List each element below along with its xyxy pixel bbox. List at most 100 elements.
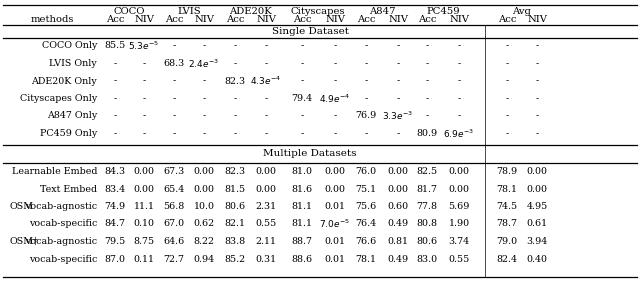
Text: vocab-agnostic: vocab-agnostic <box>25 237 97 246</box>
Text: -: - <box>202 42 205 51</box>
Text: -: - <box>396 59 399 68</box>
Text: Multiple Datasets: Multiple Datasets <box>263 149 356 158</box>
Text: ADE20K Only: ADE20K Only <box>31 76 97 85</box>
Text: NIV: NIV <box>388 15 408 24</box>
Text: NIV: NIV <box>527 15 547 24</box>
Text: -: - <box>172 76 175 85</box>
Text: Learnable Embed: Learnable Embed <box>12 167 97 176</box>
Text: 85.5: 85.5 <box>104 42 125 51</box>
Text: $4.3e^{-4}$: $4.3e^{-4}$ <box>250 75 282 87</box>
Text: -: - <box>300 76 303 85</box>
Text: ADE20K: ADE20K <box>228 6 271 15</box>
Text: 76.9: 76.9 <box>355 112 376 121</box>
Text: -: - <box>300 112 303 121</box>
Text: -: - <box>426 76 429 85</box>
Text: 0.00: 0.00 <box>134 167 154 176</box>
Text: 78.9: 78.9 <box>497 167 518 176</box>
Text: 0.60: 0.60 <box>387 202 408 211</box>
Text: 0.00: 0.00 <box>387 167 408 176</box>
Text: 84.3: 84.3 <box>104 167 125 176</box>
Text: -: - <box>300 59 303 68</box>
Text: 0.49: 0.49 <box>387 219 408 228</box>
Text: 67.0: 67.0 <box>163 219 184 228</box>
Text: -: - <box>396 76 399 85</box>
Text: 68.3: 68.3 <box>163 59 184 68</box>
Text: -: - <box>264 42 268 51</box>
Text: -: - <box>333 129 337 138</box>
Text: -: - <box>333 112 337 121</box>
Text: 0.31: 0.31 <box>255 255 276 264</box>
Text: 4.95: 4.95 <box>526 202 548 211</box>
Text: -: - <box>458 76 461 85</box>
Text: 76.6: 76.6 <box>355 237 376 246</box>
Text: 0.49: 0.49 <box>387 255 408 264</box>
Text: NIV: NIV <box>449 15 469 24</box>
Text: -: - <box>506 129 509 138</box>
Text: -: - <box>300 129 303 138</box>
Text: 0.00: 0.00 <box>255 167 276 176</box>
Text: -: - <box>202 112 205 121</box>
Text: 5.69: 5.69 <box>448 202 470 211</box>
Text: -: - <box>264 112 268 121</box>
Text: 0.00: 0.00 <box>324 185 346 194</box>
Text: $6.9e^{-3}$: $6.9e^{-3}$ <box>444 127 474 140</box>
Text: 0.11: 0.11 <box>134 255 154 264</box>
Text: -: - <box>234 94 237 103</box>
Text: 81.1: 81.1 <box>291 219 312 228</box>
Text: $4.9e^{-4}$: $4.9e^{-4}$ <box>319 92 351 105</box>
Text: COCO Only: COCO Only <box>42 42 97 51</box>
Text: 0.81: 0.81 <box>387 237 408 246</box>
Text: Avg: Avg <box>513 6 531 15</box>
Text: -: - <box>536 76 539 85</box>
Text: PC459: PC459 <box>426 6 460 15</box>
Text: 75.1: 75.1 <box>355 185 376 194</box>
Text: 80.8: 80.8 <box>417 219 438 228</box>
Text: -: - <box>202 94 205 103</box>
Text: 78.1: 78.1 <box>497 185 518 194</box>
Text: 56.8: 56.8 <box>163 202 184 211</box>
Text: A847 Only: A847 Only <box>47 112 97 121</box>
Text: NIV: NIV <box>256 15 276 24</box>
Text: -: - <box>234 42 237 51</box>
Text: 81.5: 81.5 <box>225 185 246 194</box>
Text: 0.00: 0.00 <box>193 185 214 194</box>
Text: 2.11: 2.11 <box>255 237 276 246</box>
Text: 2.31: 2.31 <box>255 202 276 211</box>
Text: -: - <box>426 94 429 103</box>
Text: -: - <box>113 94 116 103</box>
Text: -: - <box>458 42 461 51</box>
Text: -: - <box>172 112 175 121</box>
Text: Cityscapes: Cityscapes <box>291 6 345 15</box>
Text: -: - <box>364 59 367 68</box>
Text: 80.6: 80.6 <box>225 202 246 211</box>
Text: A847: A847 <box>369 6 396 15</box>
Text: 0.00: 0.00 <box>324 167 346 176</box>
Text: -: - <box>364 42 367 51</box>
Text: 79.0: 79.0 <box>497 237 518 246</box>
Text: -: - <box>536 59 539 68</box>
Text: 0.00: 0.00 <box>449 167 470 176</box>
Text: Acc: Acc <box>106 15 124 24</box>
Text: -: - <box>172 94 175 103</box>
Text: 82.4: 82.4 <box>497 255 518 264</box>
Text: 0.00: 0.00 <box>255 185 276 194</box>
Text: 79.4: 79.4 <box>291 94 312 103</box>
Text: -: - <box>172 42 175 51</box>
Text: -: - <box>300 42 303 51</box>
Text: -: - <box>113 112 116 121</box>
Text: 74.9: 74.9 <box>104 202 125 211</box>
Text: OSM†: OSM† <box>10 237 38 246</box>
Text: -: - <box>113 76 116 85</box>
Text: -: - <box>536 94 539 103</box>
Text: 83.0: 83.0 <box>417 255 438 264</box>
Text: 0.00: 0.00 <box>527 185 547 194</box>
Text: -: - <box>506 59 509 68</box>
Text: Acc: Acc <box>164 15 183 24</box>
Text: 81.1: 81.1 <box>291 202 312 211</box>
Text: 0.55: 0.55 <box>255 219 276 228</box>
Text: $3.3e^{-3}$: $3.3e^{-3}$ <box>383 110 413 122</box>
Text: -: - <box>396 129 399 138</box>
Text: 0.00: 0.00 <box>527 167 547 176</box>
Text: 10.0: 10.0 <box>193 202 214 211</box>
Text: 0.61: 0.61 <box>527 219 548 228</box>
